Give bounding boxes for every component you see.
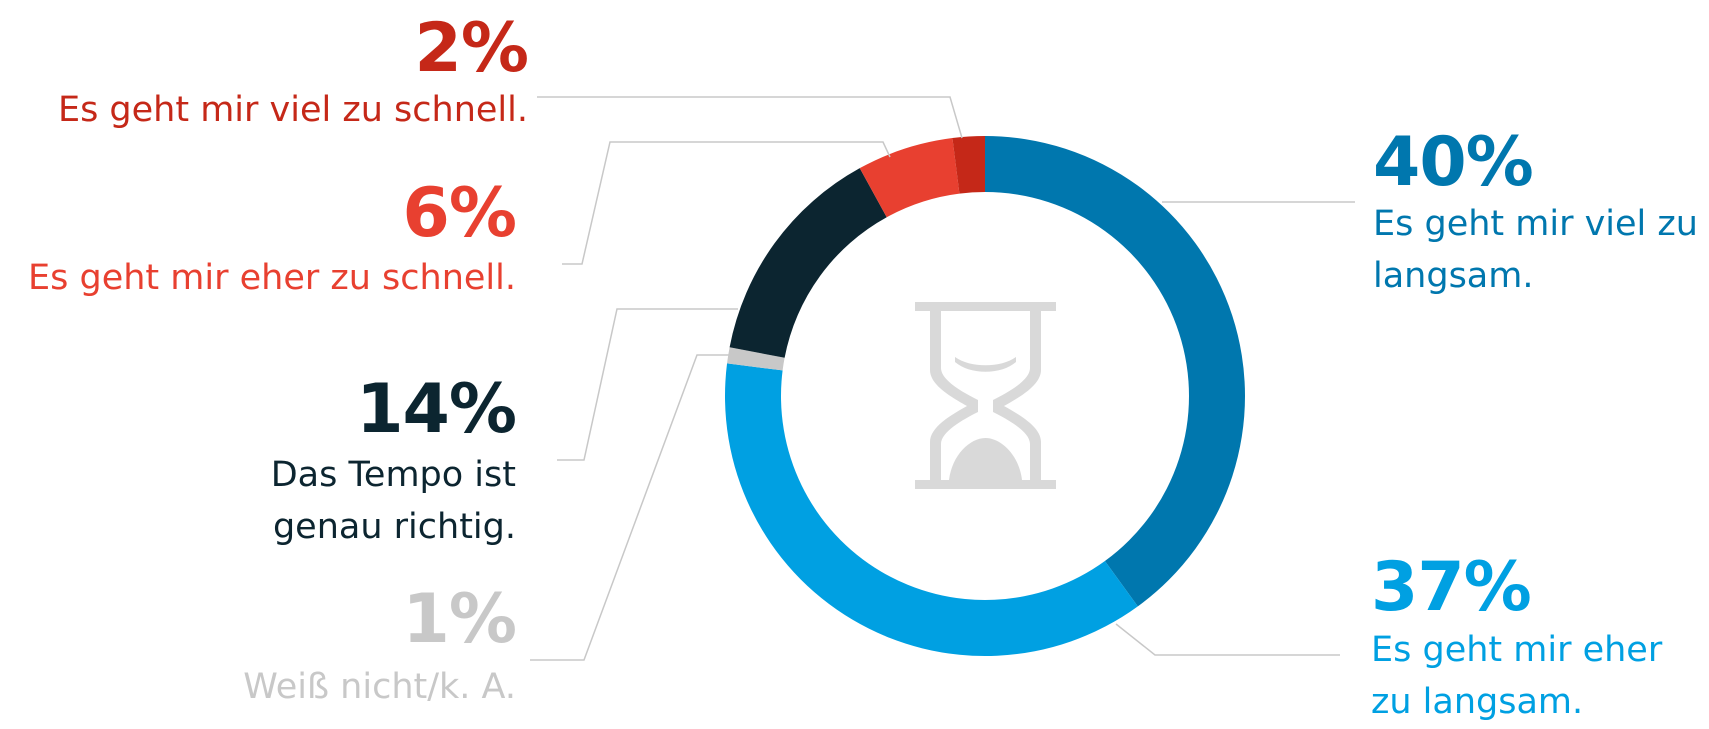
slice-category-label: genau richtig. <box>273 507 516 547</box>
donut-slice <box>725 363 1138 656</box>
donut-slice <box>859 138 960 218</box>
donut-slice <box>729 168 887 358</box>
slice-category-label: Das Tempo ist <box>271 455 516 495</box>
slice-value-label: 37% <box>1371 548 1531 627</box>
slice-value-label: 14% <box>356 370 516 449</box>
slice-category-label: zu langsam. <box>1371 682 1583 722</box>
leader-line <box>537 96 963 139</box>
slice-value-label: 1% <box>403 580 516 659</box>
slice-category-label: Es geht mir eher <box>1371 630 1663 670</box>
leader-line <box>562 141 891 265</box>
leader-line <box>530 354 733 661</box>
hourglass-icon <box>915 302 1056 489</box>
donut-slice <box>952 136 985 194</box>
slice-category-label: Es geht mir eher zu schnell. <box>28 258 516 298</box>
slice-value-label: 6% <box>403 174 516 253</box>
leader-lines <box>530 96 1355 661</box>
leader-line <box>1115 623 1340 656</box>
slice-category-label: langsam. <box>1373 256 1533 296</box>
slice-category-label: Weiß nicht/k. A. <box>243 667 516 707</box>
slice-category-label: Es geht mir viel zu schnell. <box>58 90 528 130</box>
slice-value-label: 40% <box>1373 123 1533 202</box>
donut-slices <box>725 136 1245 656</box>
slice-category-label: Es geht mir viel zu <box>1373 204 1698 244</box>
donut-slice <box>727 347 785 371</box>
slice-value-label: 2% <box>415 9 528 88</box>
donut-slice <box>985 136 1245 607</box>
leader-line <box>557 308 738 461</box>
